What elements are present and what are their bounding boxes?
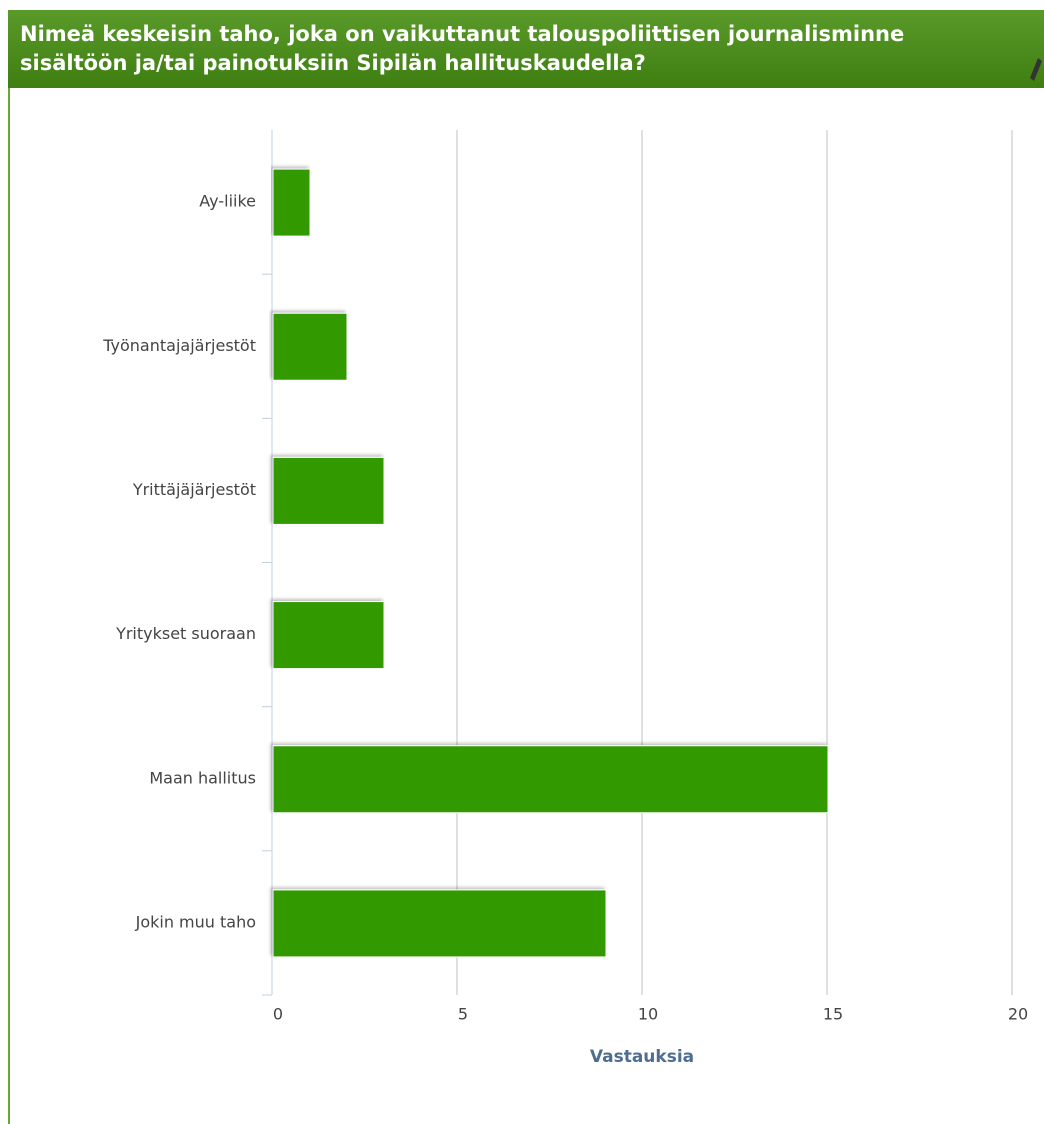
bar — [272, 745, 829, 814]
x-tick-label: 15 — [823, 1005, 843, 1024]
y-tick-label: Jokin muu taho — [135, 912, 256, 931]
y-tick-label: Työnantajajärjestöt — [102, 336, 256, 355]
bar — [272, 168, 311, 237]
y-tick-label: Yrittäjäjärjestöt — [132, 480, 256, 499]
y-tick-label: Ay-liike — [199, 192, 256, 211]
x-tick-label: 0 — [273, 1005, 283, 1024]
panel-border — [8, 88, 10, 1124]
y-tick-label: Maan hallitus — [149, 768, 256, 787]
x-tick-label: 5 — [458, 1005, 468, 1024]
bar — [272, 601, 385, 670]
title-line: Nimeä keskeisin taho, joka on vaikuttanu… — [20, 22, 905, 46]
edit-icon[interactable] — [1030, 58, 1042, 81]
question-header: Nimeä keskeisin taho, joka on vaikuttanu… — [8, 10, 1044, 88]
x-tick-label: 10 — [638, 1005, 658, 1024]
y-tick-label: Yritykset suoraan — [115, 624, 256, 643]
bar — [272, 889, 607, 958]
bar — [272, 456, 385, 525]
x-tick-label: 20 — [1008, 1005, 1028, 1024]
bar — [272, 312, 348, 381]
x-axis-title: Vastauksia — [590, 1047, 694, 1067]
title-line: sisältöön ja/tai painotuksiin Sipilän ha… — [20, 51, 646, 75]
